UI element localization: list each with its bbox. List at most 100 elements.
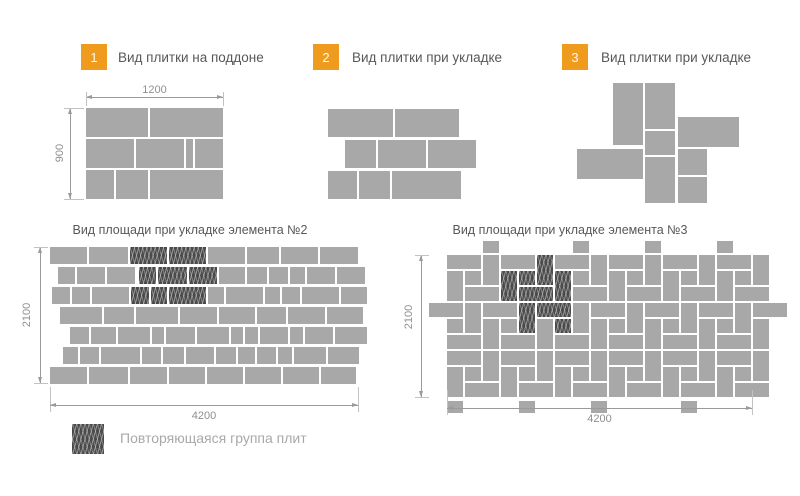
paving-tile bbox=[645, 351, 661, 381]
pallet-width-dim-label: 1200 bbox=[142, 84, 167, 96]
pallet-height-dim-line bbox=[68, 108, 72, 199]
paving-tile bbox=[681, 367, 697, 381]
paving-tile bbox=[395, 109, 459, 137]
paving-tile bbox=[645, 303, 679, 317]
paving-tile bbox=[328, 347, 359, 364]
paving-tile bbox=[86, 139, 134, 168]
paving-tile bbox=[519, 383, 553, 397]
paving-tile bbox=[101, 347, 140, 364]
paving-tile bbox=[136, 307, 178, 324]
paving-tile bbox=[573, 303, 589, 333]
paving-tile bbox=[378, 140, 426, 168]
paving-tile bbox=[320, 247, 358, 264]
paving-tile bbox=[283, 367, 319, 384]
paving-tile bbox=[186, 139, 193, 168]
paving-tile bbox=[591, 351, 607, 381]
paving-tile bbox=[573, 383, 607, 397]
paving-tile bbox=[609, 271, 625, 301]
paving-tile bbox=[555, 367, 571, 397]
paving-tile bbox=[627, 287, 661, 301]
paving-tile bbox=[735, 367, 751, 381]
paving-tile bbox=[753, 255, 769, 285]
paving-tile bbox=[327, 307, 363, 324]
paving-tile bbox=[501, 335, 535, 349]
paving-tile bbox=[245, 367, 281, 384]
paving-tile bbox=[63, 347, 78, 364]
paving-tile bbox=[681, 303, 697, 333]
repeating-group-tile bbox=[555, 271, 571, 301]
paving-tile bbox=[537, 319, 553, 349]
field3-height-dim-line bbox=[419, 255, 423, 397]
paving-tile bbox=[663, 367, 679, 397]
paving-tile bbox=[483, 319, 499, 349]
paving-tile bbox=[152, 327, 164, 344]
step-label-1: Вид плитки на поддоне bbox=[118, 50, 264, 65]
repeating-group-tile bbox=[537, 303, 571, 317]
extension-line bbox=[223, 92, 224, 106]
paving-tile bbox=[86, 108, 148, 137]
repeating-group-tile bbox=[130, 247, 167, 264]
paving-tile bbox=[645, 241, 661, 253]
paving-tile bbox=[717, 367, 733, 397]
paving-tile bbox=[116, 170, 148, 199]
layout3-diagram bbox=[577, 83, 739, 203]
paving-tile bbox=[465, 303, 481, 333]
paving-tile bbox=[269, 267, 288, 284]
paving-tile bbox=[501, 255, 535, 269]
field2-title: Вид площади при укладке элемента №2 bbox=[72, 223, 308, 237]
repeating-group-tile bbox=[139, 267, 156, 284]
paving-tile bbox=[591, 319, 607, 349]
paving-tile bbox=[717, 335, 751, 349]
repeating-group-swatch bbox=[72, 424, 104, 454]
paving-tile bbox=[195, 139, 223, 168]
paving-tile bbox=[447, 319, 463, 333]
paving-tile bbox=[104, 307, 134, 324]
paving-tile bbox=[678, 177, 707, 203]
paving-tile bbox=[519, 401, 535, 413]
paving-tile bbox=[627, 271, 643, 285]
paving-tile bbox=[681, 401, 697, 413]
paving-tile bbox=[753, 319, 769, 349]
paving-tile bbox=[302, 287, 339, 304]
paving-tile bbox=[645, 319, 661, 349]
field3-height-dim-label: 2100 bbox=[403, 304, 415, 330]
paving-tile bbox=[219, 267, 245, 284]
paving-tile bbox=[150, 108, 223, 137]
paving-tile bbox=[735, 271, 751, 285]
paving-tile bbox=[591, 401, 607, 413]
field2-height-dim-label: 2100 bbox=[21, 302, 33, 328]
paving-tile bbox=[208, 287, 224, 304]
paving-tile bbox=[130, 367, 167, 384]
paving-tile bbox=[645, 131, 675, 155]
paving-tile bbox=[92, 287, 129, 304]
repeating-group-tile bbox=[519, 303, 535, 333]
pallet-height-dim-label: 900 bbox=[54, 143, 66, 163]
field3-title: Вид площади при укладке элемента №3 bbox=[452, 223, 688, 237]
step-number: 1 bbox=[90, 49, 98, 65]
paving-tile bbox=[72, 287, 90, 304]
extension-line bbox=[50, 387, 51, 412]
paving-tile bbox=[483, 241, 499, 253]
paving-tile bbox=[555, 351, 589, 365]
paving-tile bbox=[447, 351, 481, 365]
paving-tile bbox=[519, 367, 535, 381]
paving-tile bbox=[247, 247, 279, 264]
paving-tile bbox=[257, 307, 286, 324]
paving-tile bbox=[307, 267, 335, 284]
repeating-group-tile bbox=[169, 247, 206, 264]
legend-label: Повторяющаяся группа плит bbox=[120, 430, 307, 446]
paving-tile bbox=[465, 271, 481, 285]
paving-tile bbox=[663, 319, 679, 333]
paving-tile bbox=[341, 287, 367, 304]
paving-tile bbox=[717, 351, 751, 365]
paving-tile bbox=[428, 140, 476, 168]
field2-diagram bbox=[50, 247, 367, 384]
extension-line bbox=[358, 387, 359, 412]
paving-tile bbox=[555, 335, 589, 349]
paving-tile bbox=[91, 327, 116, 344]
repeating-group-tile bbox=[151, 287, 167, 304]
paving-tile bbox=[118, 327, 150, 344]
paving-tile bbox=[58, 267, 75, 284]
paving-tile bbox=[577, 149, 643, 179]
